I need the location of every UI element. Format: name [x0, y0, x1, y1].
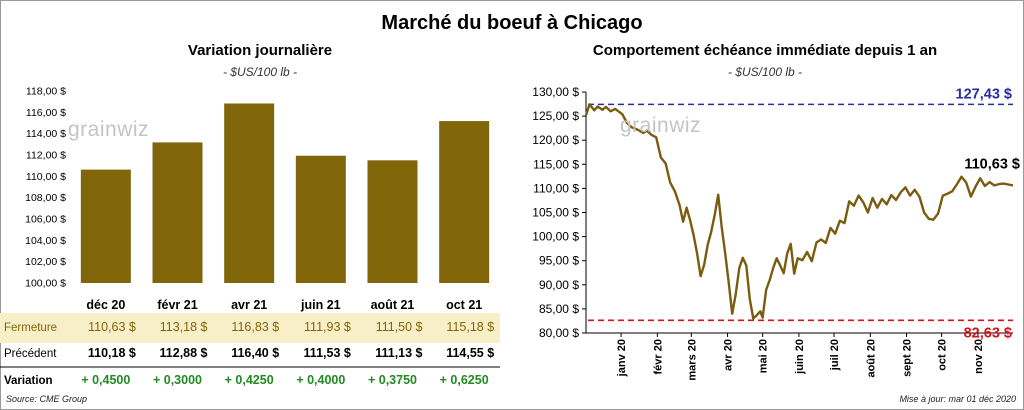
y-tick-label: 80,00 $ — [539, 326, 579, 340]
x-tick-label: avr 20 — [723, 339, 735, 371]
page-title: Marché du boeuf à Chicago — [381, 12, 643, 34]
table-cell: 116,40 $ — [231, 346, 279, 360]
x-tick-label: oct 20 — [937, 339, 949, 371]
price-line — [584, 103, 1014, 320]
watermark-left: grainwiz — [68, 118, 150, 141]
x-category-label: avr 21 — [231, 298, 267, 312]
update-note: Mise à jour: mar 01 déc 2020 — [899, 394, 1016, 404]
y-tick-label: 104,00 $ — [25, 235, 66, 247]
right-chart-title: Comportement échéance immédiate depuis 1… — [592, 42, 938, 59]
y-tick-label: 116,00 $ — [26, 107, 66, 119]
x-tick-label: août 20 — [865, 339, 877, 378]
table-row-label: Fermeture — [4, 322, 57, 334]
table-cell: 115,18 $ — [446, 320, 494, 334]
table-cell: 111,93 $ — [304, 320, 351, 334]
table-cell: + 0,6250 — [440, 373, 489, 387]
table-cell: 111,13 $ — [375, 346, 422, 360]
source-note: Source: CME Group — [6, 394, 88, 404]
y-tick-label: 125,00 $ — [532, 109, 579, 123]
y-tick-label: 120,00 $ — [532, 133, 579, 147]
left-chart-unit: - $US/100 lb - — [222, 65, 298, 79]
table-cell: 112,88 $ — [160, 346, 208, 360]
table-cell: 116,83 $ — [231, 320, 279, 334]
fermeture-row-highlight — [0, 313, 500, 343]
y-tick-label: 100,00 $ — [25, 278, 66, 290]
y-tick-label: 85,00 $ — [539, 302, 579, 316]
y-tick-label: 114,00 $ — [26, 128, 66, 140]
bar — [80, 169, 131, 283]
bar — [224, 103, 275, 283]
x-tick-label: nov 20 — [973, 339, 985, 374]
y-tick-label: 110,00 $ — [533, 181, 579, 195]
y-tick-label: 106,00 $ — [25, 214, 66, 226]
y-tick-label: 110,00 $ — [26, 171, 66, 183]
table-row-label: Précédent — [4, 348, 57, 360]
table-cell: 111,50 $ — [376, 320, 423, 334]
bar — [152, 142, 203, 283]
y-tick-label: 130,00 $ — [532, 85, 579, 99]
right-chart-unit: - $US/100 lb - — [727, 65, 803, 79]
y-tick-label: 108,00 $ — [25, 192, 66, 204]
table-cell: + 0,4250 — [225, 373, 274, 387]
x-category-label: août 21 — [371, 298, 415, 312]
y-tick-label: 100,00 $ — [532, 230, 579, 244]
low-value-label: 82,63 $ — [964, 325, 1012, 341]
table-cell: + 0,3750 — [368, 373, 417, 387]
y-tick-label: 102,00 $ — [25, 256, 66, 268]
last-value-label: 110,63 $ — [964, 156, 1020, 172]
x-tick-label: sept 20 — [902, 339, 914, 377]
bar — [295, 155, 346, 283]
high-value-label: 127,43 $ — [956, 86, 1012, 102]
table-cell: 110,63 $ — [88, 320, 136, 334]
watermark-right: grainwiz — [620, 114, 702, 137]
table-row-label: Variation — [4, 375, 53, 387]
y-tick-label: 95,00 $ — [539, 254, 579, 268]
y-tick-label: 115,00 $ — [533, 157, 579, 171]
table-cell: + 0,3000 — [153, 373, 202, 387]
x-tick-label: mai 20 — [758, 339, 770, 373]
x-category-label: juin 21 — [300, 298, 341, 312]
x-tick-label: juil 20 — [829, 339, 841, 371]
table-cell: + 0,4000 — [296, 373, 345, 387]
bar — [439, 121, 490, 283]
x-category-label: déc 20 — [86, 298, 125, 312]
x-category-label: févr 21 — [157, 298, 197, 312]
y-tick-label: 90,00 $ — [539, 278, 579, 292]
y-tick-label: 105,00 $ — [532, 206, 579, 220]
table-cell: 111,53 $ — [304, 346, 351, 360]
x-category-label: oct 21 — [446, 298, 482, 312]
bar — [367, 160, 418, 283]
y-tick-label: 118,00 $ — [26, 86, 66, 98]
table-cell: + 0,4500 — [81, 373, 130, 387]
y-tick-label: 112,00 $ — [26, 150, 66, 162]
table-cell: 114,55 $ — [446, 346, 494, 360]
x-tick-label: janv 20 — [616, 339, 628, 377]
left-chart-title: Variation journalière — [187, 42, 333, 59]
x-tick-label: juin 20 — [794, 339, 806, 375]
x-tick-label: févr 20 — [652, 339, 664, 374]
x-tick-label: mars 20 — [686, 339, 698, 381]
table-cell: 113,18 $ — [160, 320, 208, 334]
table-cell: 110,18 $ — [88, 346, 136, 360]
